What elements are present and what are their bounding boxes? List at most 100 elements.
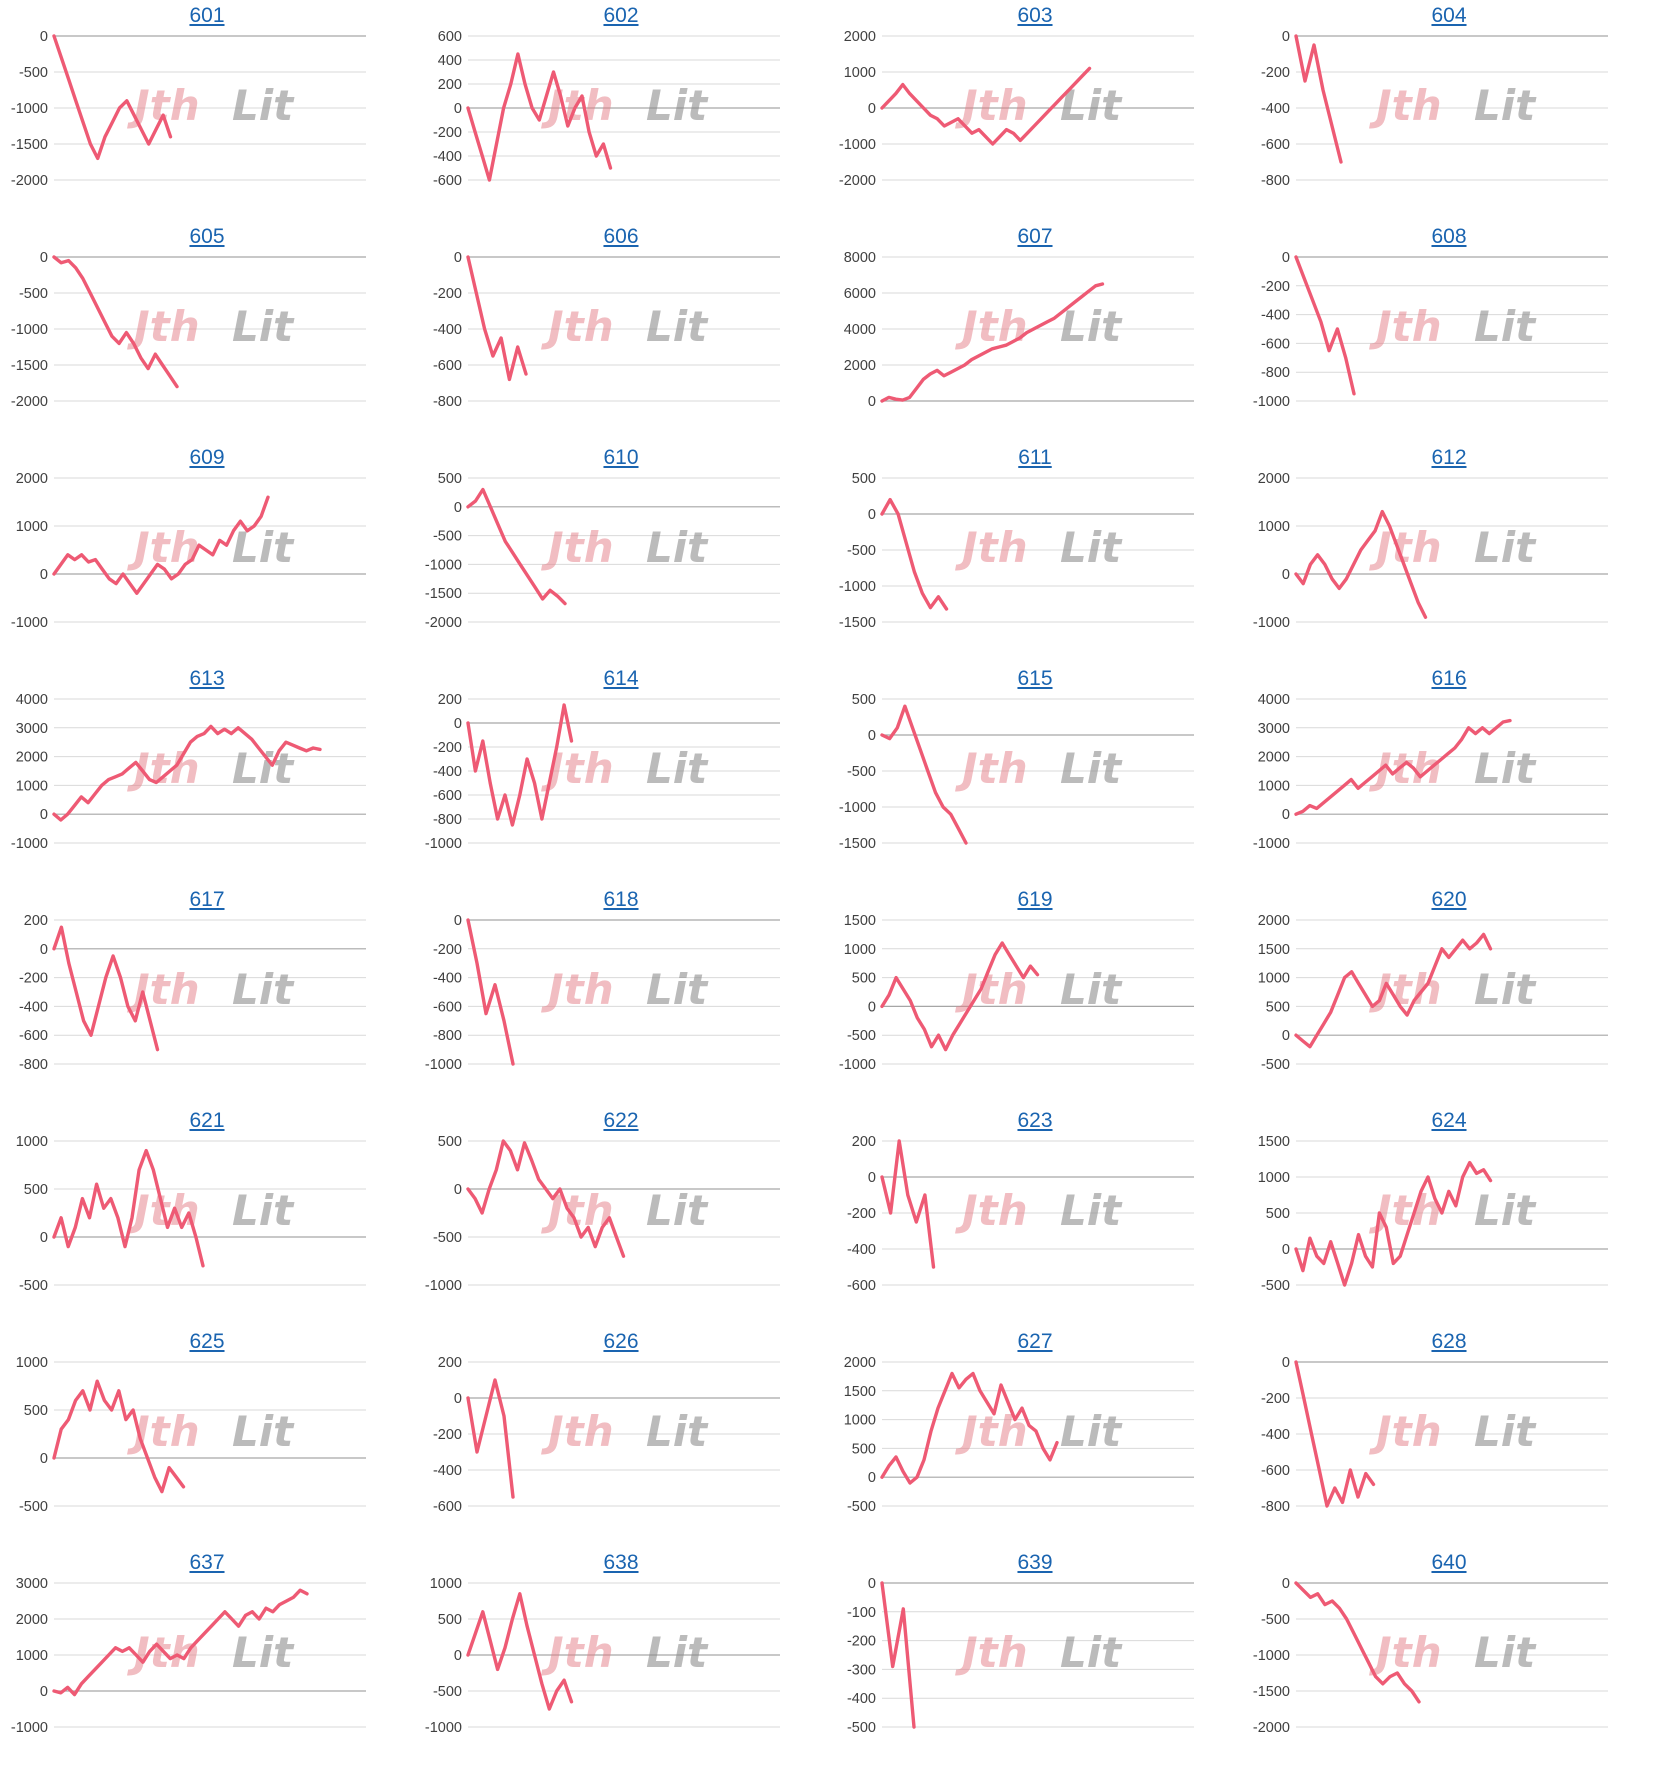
chart-title-link[interactable]: 619 [1017,888,1053,911]
watermark-gray-text: Lit [646,1186,709,1235]
chart-panel-622: 500 0 -500 -1000 Jth Lit 622 [414,1105,828,1326]
y-tick-label: -500 [433,1230,462,1246]
y-tick-label: 4000 [1258,692,1290,708]
chart-panel-637: 3000 2000 1000 0 -1000 Jth Lit 637 [0,1547,414,1768]
y-tick-label: 3000 [16,1576,48,1592]
y-tick-label: -200 [433,125,462,141]
chart-title-link[interactable]: 611 [1018,446,1052,469]
y-tick-label: 0 [40,1230,48,1246]
chart-panel-618: 0 -200 -400 -600 -800 -1000 Jth Lit 618 [414,884,828,1105]
chart-title-link[interactable]: 606 [603,225,639,248]
watermark-red-text: Jth [541,965,614,1014]
y-tick-label: 0 [454,1648,462,1664]
watermark-gray-text: Lit [232,81,295,130]
chart-title-link[interactable]: 616 [1431,667,1467,690]
chart-panel-612: 2000 1000 0 -1000 Jth Lit 612 [1242,442,1656,663]
watermark-gray-text: Lit [1060,1628,1123,1677]
watermark-gray-text: Lit [232,302,295,351]
y-tick-label: 3000 [16,721,48,737]
y-tick-label: 4000 [16,692,48,708]
y-tick-label: 0 [1282,250,1290,266]
watermark-gray-text: Lit [1474,302,1537,351]
y-tick-label: -600 [433,999,462,1015]
watermark: Jth Lit [1369,523,1537,572]
chart-title-link[interactable]: 609 [189,446,225,469]
y-tick-label: -400 [433,149,462,165]
watermark-gray-text: Lit [1060,965,1123,1014]
y-tick-label: 2000 [1258,913,1290,929]
y-tick-label: 0 [868,1470,876,1486]
chart-svg: 0 -500 -1000 -1500 -2000 Jth Lit [11,29,366,189]
y-tick-label: 1000 [1258,971,1290,987]
chart-title-link[interactable]: 604 [1431,4,1467,27]
chart-title-link[interactable]: 627 [1017,1330,1053,1353]
y-tick-label: 0 [1282,29,1290,45]
watermark: Jth Lit [127,302,295,351]
chart-svg: 2000 1500 1000 500 0 -500 Jth Lit [844,1355,1194,1515]
chart-title-link[interactable]: 605 [189,225,225,248]
chart-title-link[interactable]: 603 [1017,4,1053,27]
watermark-gray-text: Lit [646,1407,709,1456]
y-tick-label: 1000 [1258,519,1290,535]
y-tick-label: 2000 [844,358,876,374]
series-line [466,1378,515,1499]
y-tick-label: -1000 [839,1057,876,1073]
chart-title-link[interactable]: 612 [1431,446,1467,469]
series-line [880,1581,916,1729]
chart-title-link[interactable]: 624 [1431,1109,1467,1132]
series-line [52,1588,309,1697]
chart-title-link[interactable]: 638 [603,1551,639,1574]
y-tick-label: -500 [847,1720,876,1736]
chart-title-link[interactable]: 637 [189,1551,225,1574]
chart-title-link[interactable]: 602 [603,4,639,27]
watermark: Jth Lit [541,744,709,793]
series-line [466,1592,574,1711]
chart-title-link[interactable]: 615 [1017,667,1053,690]
chart-title-link[interactable]: 640 [1431,1551,1467,1574]
chart-title-link[interactable]: 614 [603,667,639,690]
chart-title-link[interactable]: 626 [603,1330,639,1353]
chart-title-link[interactable]: 613 [189,667,225,690]
y-tick-label: -1000 [425,836,462,852]
chart-title-link[interactable]: 610 [603,446,639,469]
watermark: Jth Lit [955,1186,1123,1235]
series-line [880,497,949,611]
y-tick-label: -1000 [839,800,876,816]
y-tick-label: 1500 [844,1384,876,1400]
series-line [1294,718,1512,816]
chart-title-link[interactable]: 639 [1017,1551,1053,1574]
series-line [880,1371,1059,1485]
y-tick-label: 0 [868,101,876,117]
y-tick-label: -200 [433,942,462,958]
chart-title-link[interactable]: 622 [603,1109,639,1132]
chart-title-link[interactable]: 620 [1431,888,1467,911]
watermark-gray-text: Lit [1060,302,1123,351]
y-tick-label: 1500 [844,913,876,929]
chart-title-link[interactable]: 628 [1431,1330,1467,1353]
chart-title-link[interactable]: 625 [189,1330,225,1353]
y-tick-label: 500 [438,1612,462,1628]
y-tick-label: -500 [1261,1057,1290,1073]
chart-title-link[interactable]: 623 [1017,1109,1053,1132]
y-tick-label: -2000 [425,615,462,631]
y-tick-label: -2000 [11,173,48,189]
series-line [52,724,322,822]
chart-svg: 3000 2000 1000 0 -1000 Jth Lit [11,1576,366,1736]
chart-title-link[interactable]: 621 [189,1109,225,1132]
chart-svg: 200 0 -200 -400 -600 Jth Lit [433,1355,780,1515]
chart-title-link[interactable]: 601 [189,4,225,27]
watermark-red-text: Jth [955,1186,1028,1235]
y-tick-label: 0 [40,942,48,958]
y-tick-label: -500 [19,65,48,81]
y-tick-label: -600 [433,358,462,374]
chart-title-link[interactable]: 607 [1017,225,1053,248]
chart-title-link[interactable]: 608 [1431,225,1467,248]
chart-svg: 500 0 -500 -1000 -1500 Jth Lit [839,471,1194,631]
chart-title-link[interactable]: 617 [189,888,225,911]
y-tick-label: -500 [847,764,876,780]
y-tick-label: 2000 [16,750,48,766]
y-tick-label: -800 [19,1057,48,1073]
y-tick-label: 1000 [1258,1170,1290,1186]
watermark-gray-text: Lit [1474,965,1537,1014]
chart-title-link[interactable]: 618 [603,888,639,911]
